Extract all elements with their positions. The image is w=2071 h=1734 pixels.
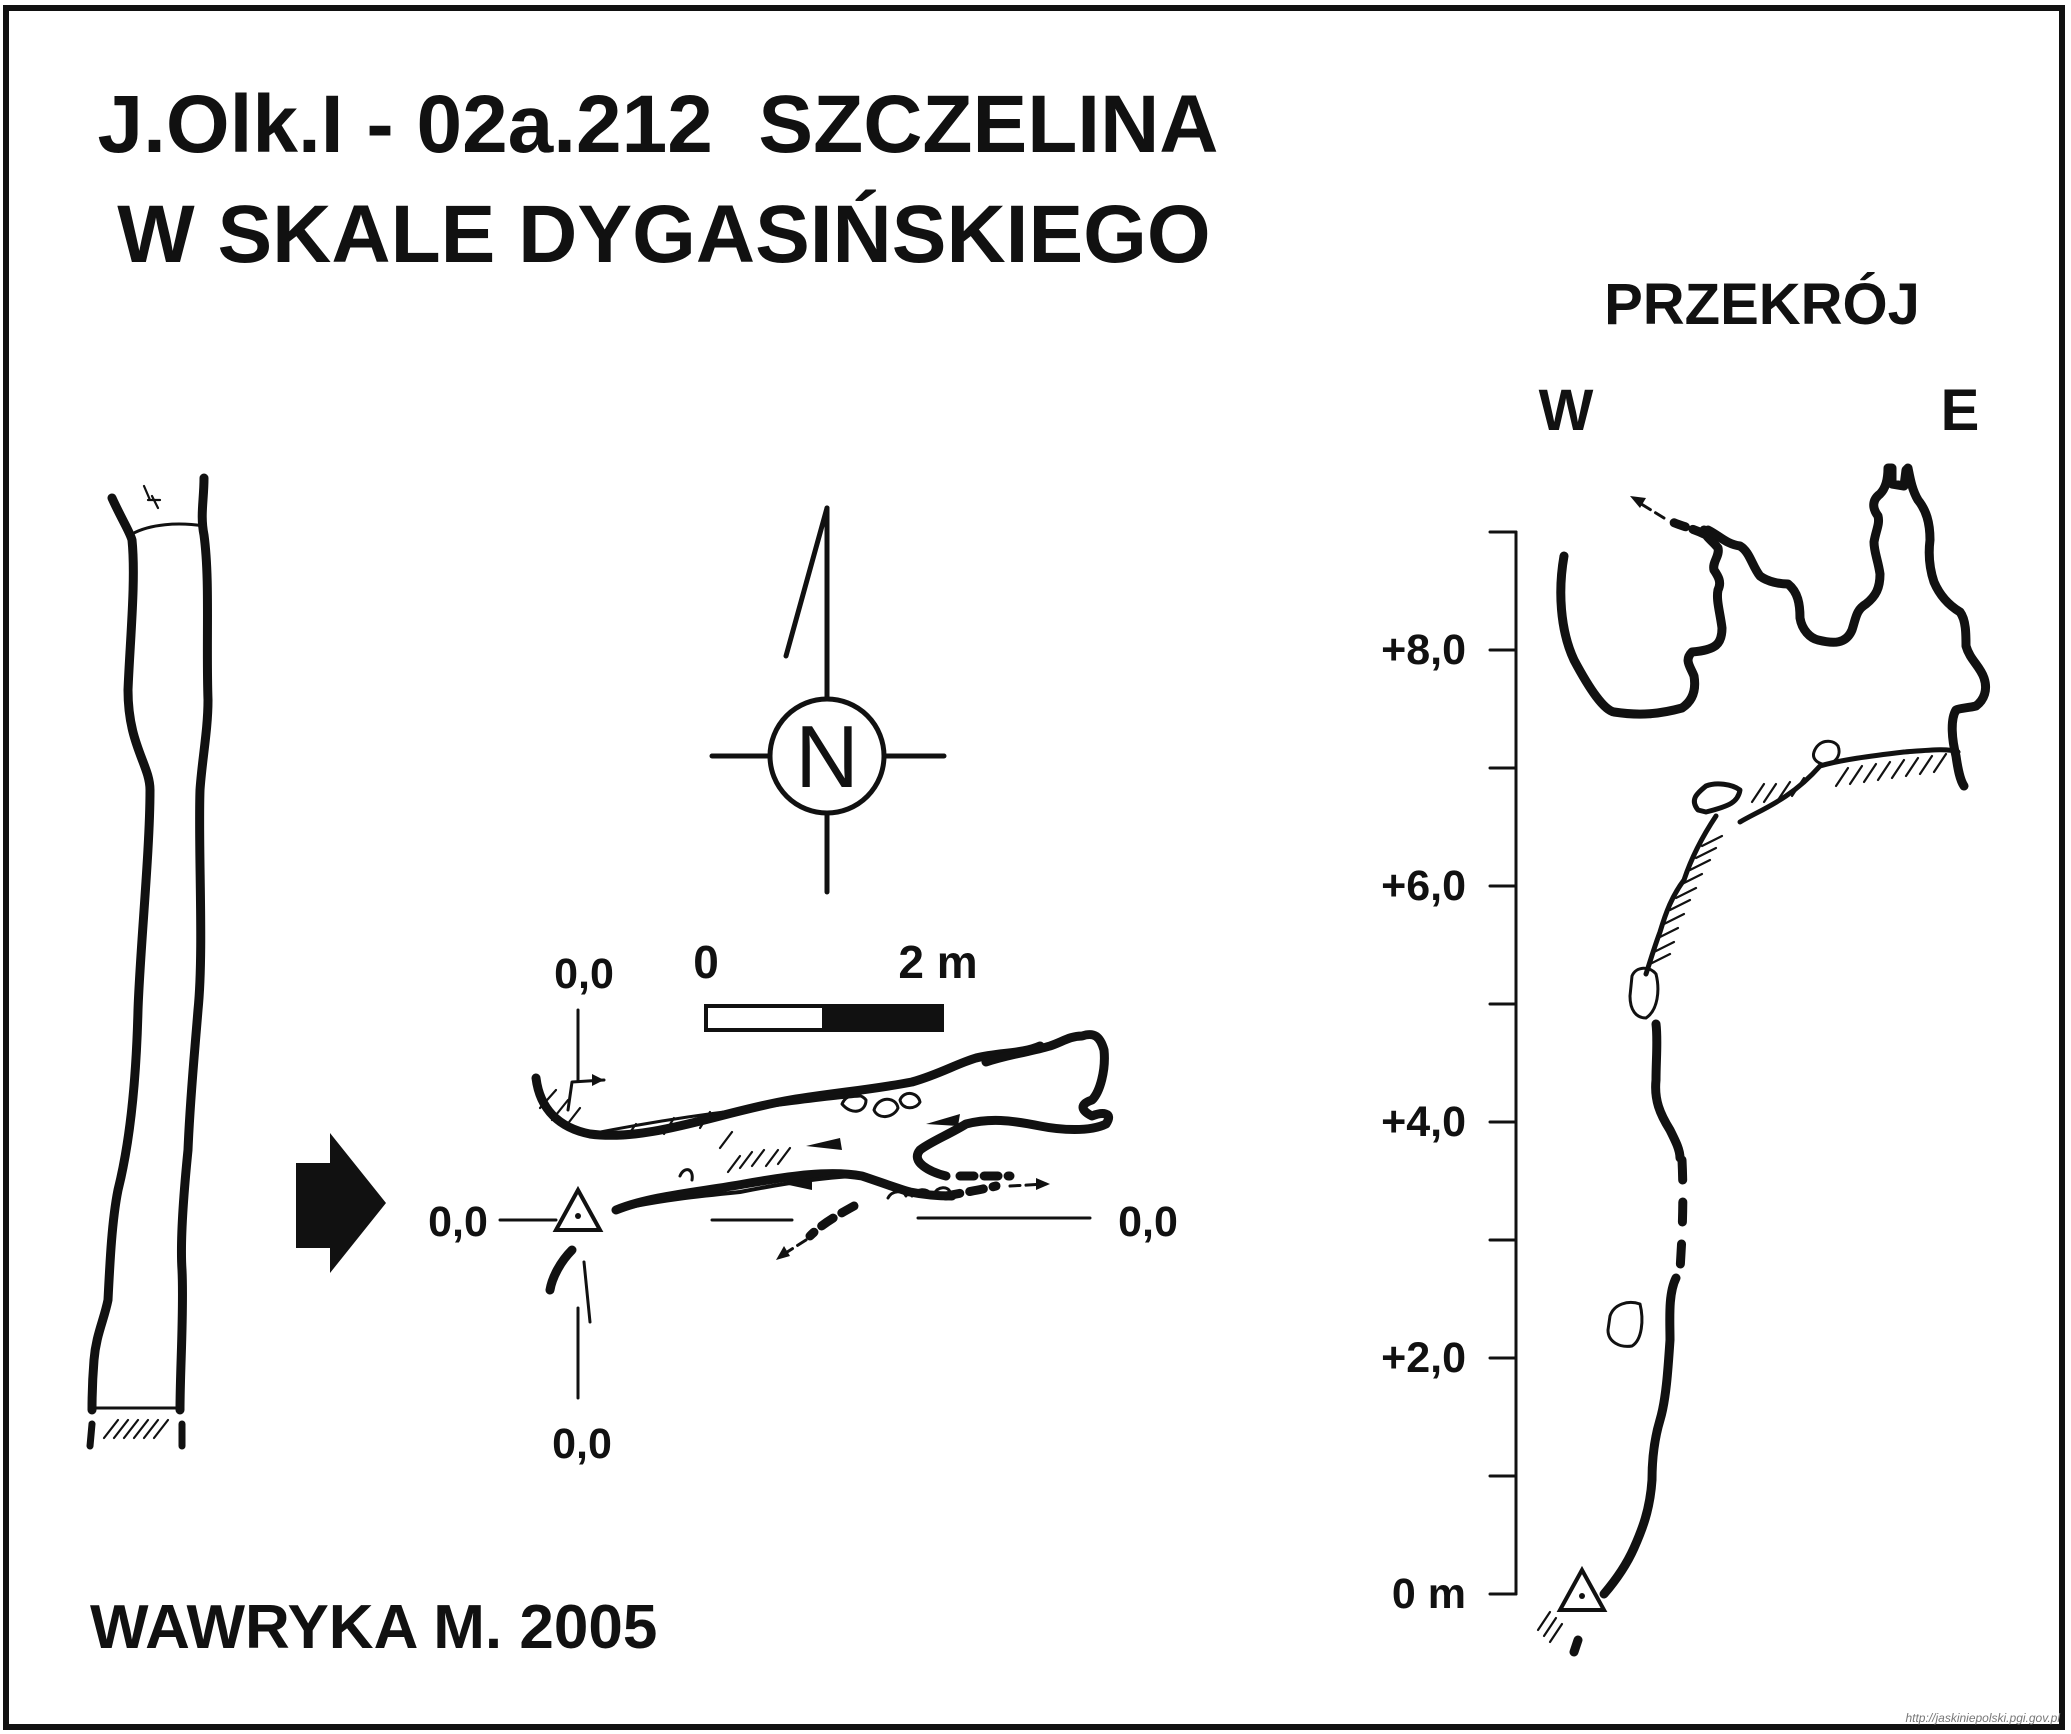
section-wall-east-bottom [1599, 1273, 1681, 1599]
sheet-frame [3, 5, 2065, 1730]
height-label-0: 0 m [1392, 1570, 1466, 1618]
scale-label-end: 2 m [898, 936, 977, 988]
plan-slope-wedge-3 [784, 1178, 812, 1190]
height-label-4: +4,0 [1381, 1098, 1466, 1146]
plan-wall-south-west [545, 1245, 577, 1295]
section-survey-station [1556, 1565, 1608, 1612]
long-profile-sediment-hatch [102, 1418, 170, 1440]
source-url: http://jaskiniepolski.pgi.gov.pl [1905, 1711, 2060, 1725]
north-symbol: N [795, 707, 859, 806]
scale-label-start: 0 [693, 936, 719, 988]
section-boulder-upper [1812, 739, 1841, 766]
view-direction-arrow [296, 1133, 386, 1273]
datum-label-right: 0,0 [1118, 1198, 1178, 1246]
plan-continuation-arrow-east [1008, 1178, 1050, 1190]
long-profile [86, 473, 213, 1450]
long-profile-right-wall [175, 473, 213, 1415]
long-profile-left-wall [87, 493, 155, 1415]
section-wall-east-dashed [1675, 1155, 1688, 1275]
plan-continuation-arrow-southwest [776, 1238, 808, 1260]
cross-section-title: PRZEKRÓJ [1604, 272, 1920, 337]
north-arrow-head [783, 505, 830, 659]
direction-east: E [1941, 378, 1980, 443]
plan-inner-ledge-upper [588, 1094, 862, 1136]
datum-label-top: 0,0 [554, 950, 614, 998]
long-profile-top-edge [130, 522, 206, 536]
scale-bar-black-segment [822, 1004, 944, 1032]
plan-wall-north [531, 1041, 1045, 1140]
plan-wall-north-east [913, 1030, 1114, 1181]
section-arrow-northwest [1630, 496, 1666, 520]
section-wall-east-lower [1651, 1019, 1685, 1163]
plan-inner-ledge [614, 1174, 854, 1212]
plan-wall-dashed-south [805, 1201, 859, 1241]
plan-rubble [678, 1092, 952, 1200]
title-line-2: W SKALE DYGASIŃSKIEGO [117, 189, 1210, 280]
section-floor-lower [1691, 781, 1743, 815]
section-floor-slope [1737, 747, 1961, 825]
section-floor-west-slope [1643, 813, 1719, 977]
plan-survey-station [552, 1185, 604, 1232]
title-line-1: J.Olk.I - 02a.212 SZCZELINA [97, 79, 1218, 170]
section-floor-bottom-hatch [1536, 1610, 1564, 1644]
datum-label-left: 0,0 [428, 1198, 488, 1246]
plan-wall-south [611, 1169, 957, 1215]
section-boulder-middle [1628, 966, 1660, 1020]
scale-bar: 0 2 m [693, 936, 978, 1032]
author-credit: WAWRYKA M. 2005 [90, 1593, 657, 1662]
section-wall-east-upper [1703, 463, 1991, 791]
plan-sediment-hatch [538, 1088, 792, 1174]
north-circle [767, 696, 887, 816]
plan-wall-dashed-southeast [941, 1181, 1001, 1201]
section-wall-west-upper [1556, 525, 1727, 719]
direction-west: W [1539, 378, 1594, 443]
height-scale [1488, 530, 1518, 1596]
scale-bar-white-segment [704, 1004, 826, 1032]
plan-slope-wedge-2 [926, 1114, 960, 1126]
height-label-2: +2,0 [1381, 1334, 1466, 1382]
section-floor-bottom-tick [1569, 1635, 1583, 1657]
plan-continuation-arrow-north [566, 1074, 606, 1112]
plan-view: 0,0 0,0 0,0 0,0 [428, 950, 1178, 1468]
height-label-8: +8,0 [1381, 626, 1466, 674]
section-boulder-lower [1606, 1301, 1644, 1348]
section-floor-hatch [1648, 752, 1948, 966]
datum-label-bottom: 0,0 [552, 1420, 612, 1468]
section-wall-west-dashed [1663, 515, 1709, 539]
height-label-6: +6,0 [1381, 862, 1466, 910]
long-profile-top-mark [142, 484, 162, 510]
plan-slope-wedge-1 [806, 1138, 842, 1150]
long-profile-floor-ticks [86, 1420, 186, 1450]
cross-section: PRZEKRÓJ W E +8,0 +6,0 +4,0 +2,0 0 m [1381, 272, 1991, 1657]
north-arrow: N [709, 505, 947, 895]
plan-slope-line [582, 1260, 592, 1324]
